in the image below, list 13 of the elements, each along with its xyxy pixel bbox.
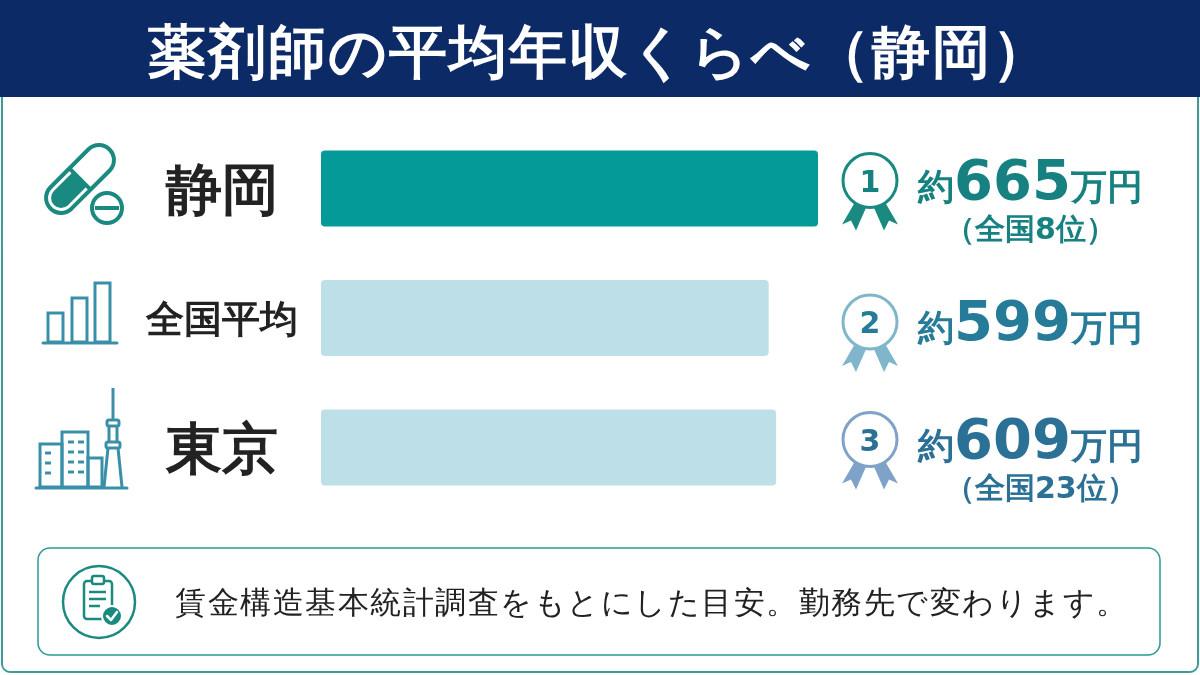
annotation: （全国8位） — [945, 210, 1116, 246]
annotation: 3 — [859, 422, 881, 458]
title: 薬剤師の平均年収くらべ（静岡） — [148, 18, 1052, 86]
annotation: 2 — [859, 305, 881, 340]
annotation: （全国23位） — [945, 469, 1137, 505]
annotation: 1 — [859, 163, 881, 199]
annotation: 賃金構造基本統計調査をもとにした目安。勤務先で変わります。 — [175, 584, 1129, 620]
value-label: 約609万円 — [918, 405, 1143, 471]
value-label: 約665万円 — [918, 146, 1143, 212]
category-label: 静岡 — [166, 156, 278, 222]
category-label: 全国平均 — [146, 296, 298, 341]
category-label: 東京 — [166, 415, 278, 481]
value-label: 約599万円 — [918, 288, 1143, 353]
